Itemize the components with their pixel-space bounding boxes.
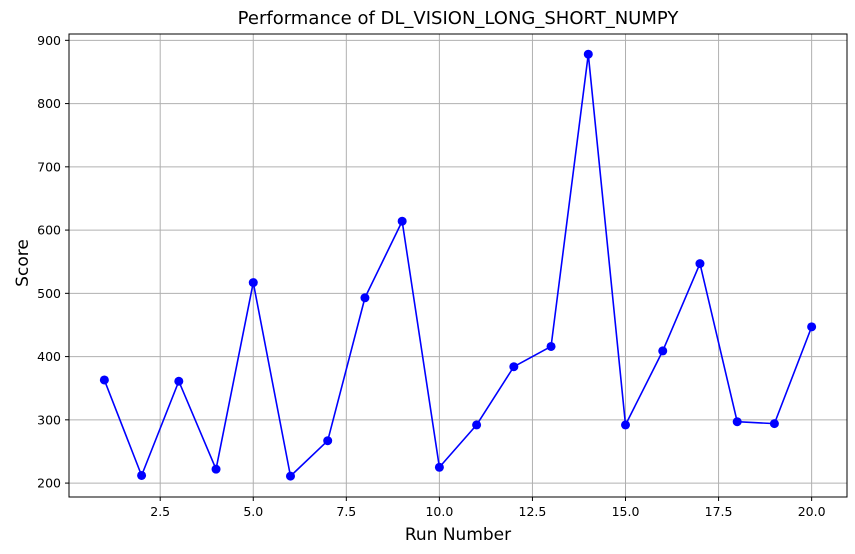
- data-point: [248, 278, 258, 288]
- x-tick-label: 20.0: [798, 504, 826, 519]
- y-tick-label: 700: [37, 159, 61, 174]
- x-axis-label: Run Number: [405, 525, 511, 545]
- grid: [69, 34, 847, 497]
- x-tick-label: 15.0: [612, 504, 640, 519]
- data-point: [434, 462, 444, 472]
- chart-title: Performance of DL_VISION_LONG_SHORT_NUMP…: [238, 8, 680, 29]
- y-tick-label: 300: [37, 412, 61, 427]
- series-layer: [99, 49, 817, 481]
- y-tick-label: 200: [37, 476, 61, 491]
- y-tick-label: 500: [37, 286, 61, 301]
- data-point: [360, 293, 370, 303]
- y-tick-label: 400: [37, 349, 61, 364]
- x-tick-label: 2.5: [150, 504, 170, 519]
- data-point: [285, 471, 295, 481]
- data-point: [658, 346, 668, 356]
- data-point: [509, 362, 519, 372]
- x-tick-label: 5.0: [243, 504, 263, 519]
- data-point: [732, 417, 742, 427]
- data-point: [769, 419, 779, 429]
- x-tick-label: 17.5: [705, 504, 733, 519]
- data-point: [397, 216, 407, 226]
- data-point: [807, 322, 817, 332]
- x-tick-label: 10.0: [425, 504, 453, 519]
- x-tick-label: 12.5: [519, 504, 547, 519]
- y-axis-label: Score: [13, 239, 33, 287]
- data-point: [621, 420, 631, 430]
- data-point: [546, 341, 556, 351]
- series-line: [103, 53, 813, 477]
- data-point: [472, 420, 482, 430]
- x-tick-label: 7.5: [336, 504, 356, 519]
- ticks: 2.5 5.0 7.5 10.0 12.5 15.0 17.5 20.0 200 300 400 50…: [37, 33, 825, 519]
- data-point: [323, 436, 333, 446]
- data-point: [695, 259, 705, 269]
- data-point: [137, 470, 147, 480]
- data-point: [211, 464, 221, 474]
- plot-frame: [68, 33, 848, 498]
- y-tick-label: 600: [37, 223, 61, 238]
- data-point: [99, 375, 109, 385]
- y-tick-label: 900: [37, 33, 61, 48]
- y-tick-label: 800: [37, 96, 61, 111]
- data-point: [174, 376, 184, 386]
- data-point: [583, 49, 593, 59]
